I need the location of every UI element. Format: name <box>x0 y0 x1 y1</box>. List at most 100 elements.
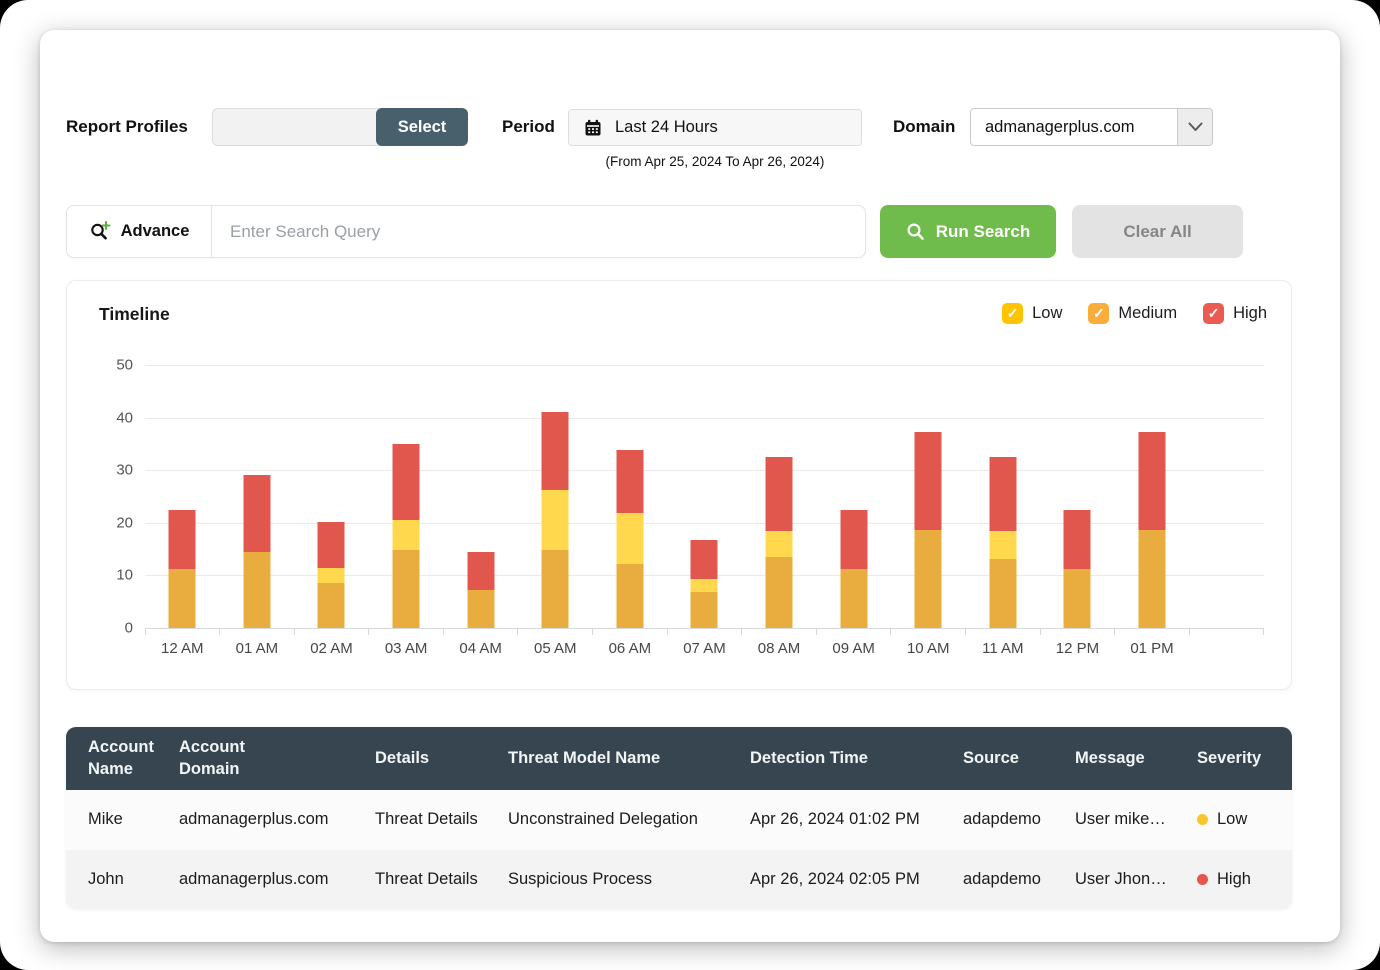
x-axis-label: 05 AM <box>534 640 577 657</box>
x-axis-label: 09 AM <box>832 640 875 657</box>
column-header: Threat Model Name <box>508 748 661 767</box>
advance-search-toggle[interactable]: Advance <box>67 206 212 257</box>
account-domain-cell: admanagerplus.com <box>179 869 329 888</box>
clear-all-button[interactable]: Clear All <box>1072 205 1243 258</box>
bar-segment-medium <box>690 579 718 593</box>
gridline <box>145 417 1264 419</box>
bar-segment-low <box>690 592 718 628</box>
source-cell: adapdemo <box>963 810 1041 829</box>
table-row[interactable]: Mike admanagerplus.com Threat Details Un… <box>66 790 1292 850</box>
legend-item-low[interactable]: ✓ Low <box>1002 303 1062 324</box>
x-axis-label: 01 AM <box>235 640 279 657</box>
y-axis-label: 20 <box>116 514 133 532</box>
stacked-bar <box>840 509 868 628</box>
stacked-bar <box>914 431 942 628</box>
stacked-bar <box>168 509 196 628</box>
detection-time-cell: Apr 26, 2024 02:05 PM <box>750 869 920 888</box>
details-cell[interactable]: Threat Details <box>375 869 478 888</box>
bar-slot: 03 AM <box>369 365 444 657</box>
bar-slot <box>1189 365 1265 635</box>
bar-segment-medium <box>616 513 644 564</box>
bar-slot: 08 AM <box>742 365 817 657</box>
checkbox-checked-icon[interactable]: ✓ <box>1002 303 1024 324</box>
column-header: Severity <box>1197 748 1262 767</box>
gridline <box>145 522 1264 524</box>
report-profiles-label: Report Profiles <box>66 117 188 136</box>
x-axis-label: 06 AM <box>608 640 652 657</box>
threat-model-cell: Unconstrained Delegation <box>508 810 698 829</box>
period-range-text: (From Apr 25, 2024 To Apr 26, 2024) <box>605 154 825 169</box>
timeline-chart-card: Timeline ✓ Low ✓ Medium ✓ High 0 10 20 30 40 50 12 … <box>66 280 1292 690</box>
chart-plot: 0 10 20 30 40 50 12 AM 01 AM 02 AM 03 AM 04 AM 05 A… <box>116 357 1265 657</box>
bar-slot: 09 AM <box>816 365 892 657</box>
table-row[interactable]: John admanagerplus.com Threat Details Su… <box>66 849 1292 909</box>
y-axis-label: 30 <box>116 461 133 479</box>
bar-segment-high <box>317 521 345 568</box>
bar-segment-low <box>1138 529 1166 628</box>
bar-segment-low <box>541 550 569 628</box>
threats-table: Account Name Account Domain Details Thre… <box>66 727 1292 909</box>
bar-segment-high <box>616 450 644 514</box>
detection-time-cell: Apr 26, 2024 01:02 PM <box>750 810 920 829</box>
source-cell: adapdemo <box>963 869 1041 888</box>
severity-label: Low <box>1217 810 1248 829</box>
bar-segment-high <box>1063 509 1091 569</box>
bar-slot: 04 AM <box>443 365 519 657</box>
bar-segment-low <box>317 583 345 628</box>
stacked-bar <box>765 457 793 628</box>
run-search-button[interactable]: Run Search <box>880 205 1056 258</box>
bar-slot: 01 PM <box>1115 365 1190 657</box>
message-cell: User Jhon… <box>1075 869 1167 888</box>
domain-select[interactable]: admanagerplus.com <box>970 108 1213 146</box>
bar-segment-high <box>989 457 1017 531</box>
period-picker[interactable]: Last 24 Hours <box>568 109 862 146</box>
stacked-bar <box>467 551 495 628</box>
search-query-input[interactable] <box>212 206 865 257</box>
x-axis-label: 12 AM <box>161 640 204 657</box>
calendar-icon <box>584 119 602 137</box>
bar-segment-high <box>690 540 718 580</box>
domain-dropdown-button[interactable] <box>1178 108 1213 146</box>
y-axis-label: 40 <box>116 409 133 427</box>
bar-segment-high <box>765 457 793 531</box>
bar-segment-low <box>467 590 495 628</box>
x-axis-label: 01 PM <box>1130 640 1174 657</box>
account-domain-cell: admanagerplus.com <box>179 810 329 829</box>
stacked-bar <box>541 412 569 628</box>
bar-segment-medium <box>541 490 569 551</box>
x-axis-label: 08 AM <box>757 640 801 657</box>
select-button[interactable]: Select <box>376 108 468 146</box>
report-profiles-input[interactable] <box>212 108 380 146</box>
bar-segment-medium <box>317 567 345 584</box>
checkbox-checked-icon[interactable]: ✓ <box>1203 303 1225 324</box>
bar-segment-low <box>765 557 793 628</box>
bar-segment-high <box>914 431 942 530</box>
stacked-bar <box>616 450 644 628</box>
bar-segment-low <box>243 551 271 628</box>
y-axis-label: 50 <box>116 356 133 374</box>
account-name-cell: Mike <box>88 810 123 829</box>
bar-segment-high <box>840 509 868 569</box>
checkbox-checked-icon[interactable]: ✓ <box>1088 303 1110 324</box>
gridline <box>145 628 1264 629</box>
legend-item-medium[interactable]: ✓ Medium <box>1088 303 1177 324</box>
gridline <box>145 365 1264 366</box>
run-search-label: Run Search <box>935 221 1031 241</box>
period-value: Last 24 Hours <box>615 118 718 136</box>
bar-slot: 01 AM <box>220 365 295 657</box>
bar-slot: 07 AM <box>667 365 743 657</box>
bar-segment-low <box>914 529 942 628</box>
table-header-row: Account Name Account Domain Details Thre… <box>66 727 1292 790</box>
details-cell[interactable]: Threat Details <box>375 810 478 829</box>
stacked-bar <box>243 475 271 628</box>
severity-dot <box>1197 873 1208 885</box>
legend-item-high[interactable]: ✓ High <box>1203 303 1267 324</box>
advanced-search-icon <box>89 220 112 243</box>
search-icon <box>906 222 925 241</box>
bar-segment-low <box>392 550 420 628</box>
legend-label: Medium <box>1118 304 1178 322</box>
column-header: Account Name <box>88 738 154 778</box>
y-axis-label: 10 <box>116 566 133 584</box>
